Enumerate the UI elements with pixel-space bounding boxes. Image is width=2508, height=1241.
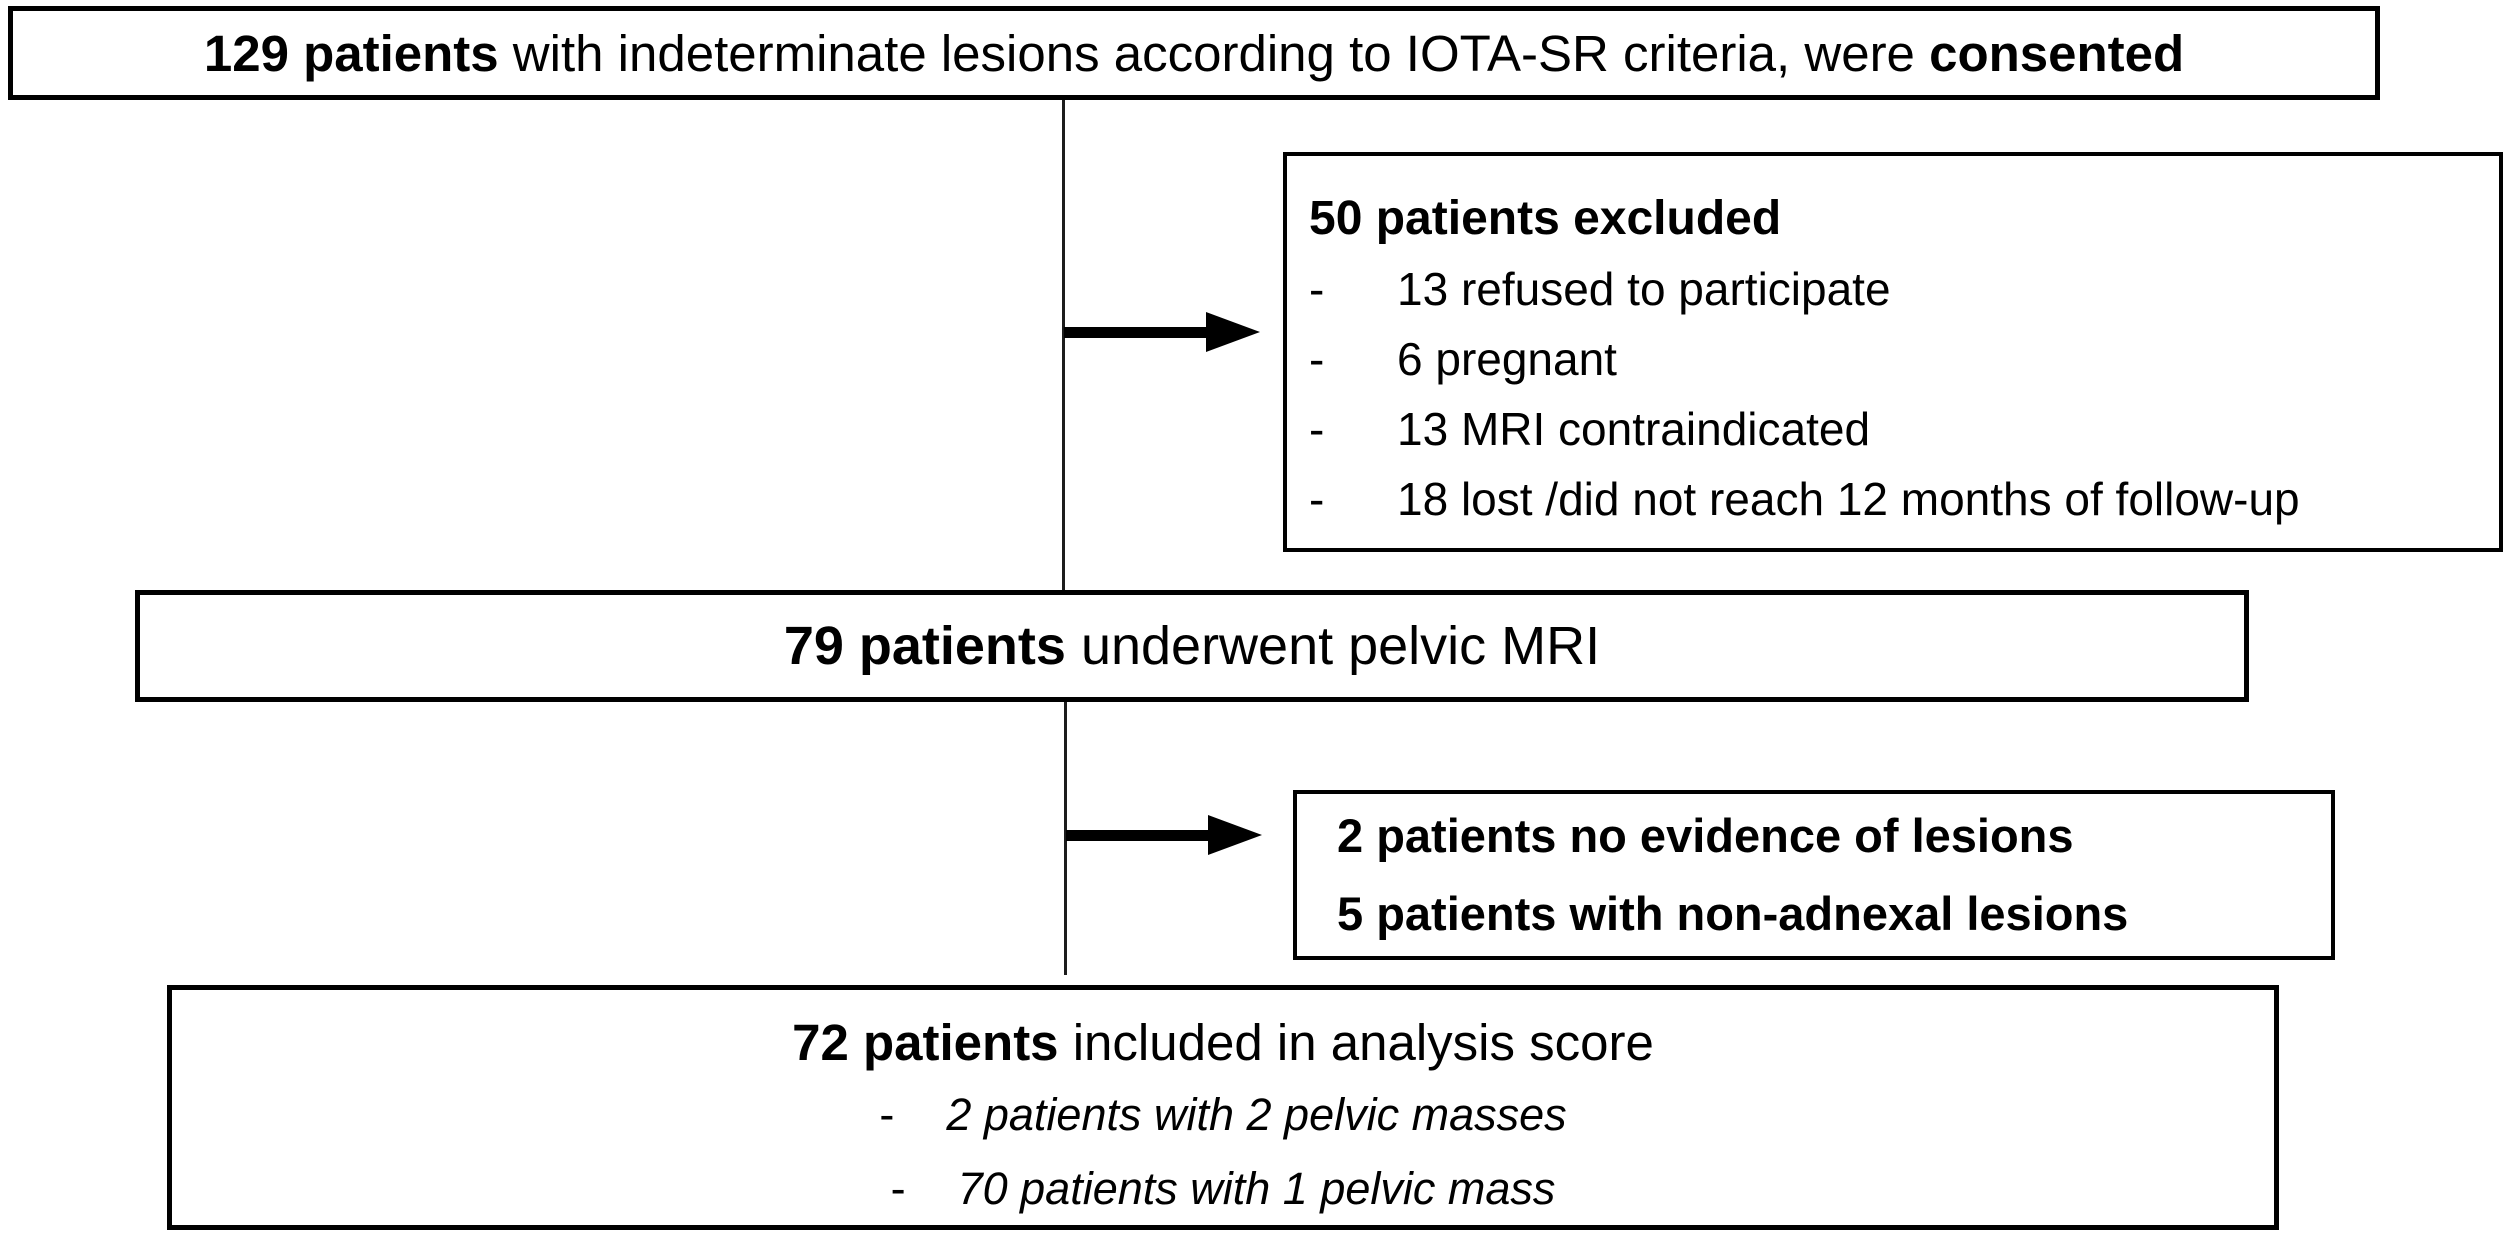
- dash-bullet: -: [1309, 473, 1325, 525]
- analysis-count: 72 patients: [792, 1014, 1059, 1071]
- flow-line-top: [1062, 100, 1065, 592]
- mri-box: 79 patients underwent pelvic MRI: [135, 590, 2249, 702]
- analysis-item: -2 patients with 2 pelvic masses: [879, 1078, 1566, 1152]
- excluded-item: - 18 lost /did not reach 12 months of fo…: [1309, 464, 2483, 534]
- excluded-item: - 13 refused to participate: [1309, 254, 2483, 324]
- consent-box: 129 patients with indeterminate lesions …: [8, 6, 2380, 100]
- mri-body: underwent pelvic MRI: [1065, 616, 1601, 676]
- dash-bullet: -: [879, 1089, 895, 1140]
- mri-count: 79 patients: [783, 616, 1066, 676]
- non-adnexal-line: 2 patients no evidence of lesions: [1337, 809, 2074, 862]
- flow-line-bottom: [1064, 702, 1067, 975]
- excluded-arrow-icon: [1064, 312, 1264, 352]
- dash-bullet: -: [890, 1163, 906, 1214]
- analysis-body: included in analysis score: [1058, 1014, 1654, 1071]
- arrow-shaft: [1064, 327, 1210, 338]
- non-adnexal-box: 2 patients no evidence of lesions 5 pati…: [1293, 790, 2335, 960]
- consent-count: 129 patients: [203, 24, 499, 82]
- consent-body: with indeterminate lesions according to …: [498, 24, 1930, 82]
- consent-tail: consented: [1929, 24, 2185, 82]
- excluded-item-text: 6 pregnant: [1397, 333, 1617, 385]
- non-adnexal-arrow-icon: [1066, 815, 1266, 855]
- analysis-title: 72 patients included in analysis score: [792, 1008, 1654, 1078]
- excluded-box: 50 patients excluded - 13 refused to par…: [1283, 152, 2503, 552]
- non-adnexal-line: 5 patients with non-adnexal lesions: [1337, 887, 2129, 940]
- arrow-head-icon: [1206, 312, 1260, 352]
- arrow-shaft: [1066, 830, 1212, 841]
- mri-text: 79 patients underwent pelvic MRI: [784, 615, 1600, 677]
- excluded-item: - 13 MRI contraindicated: [1309, 394, 2483, 464]
- consent-text: 129 patients with indeterminate lesions …: [204, 24, 2184, 83]
- dash-bullet: -: [1309, 403, 1325, 455]
- excluded-item-text: 13 refused to participate: [1397, 263, 1891, 315]
- dash-bullet: -: [1309, 333, 1325, 385]
- analysis-item-text: 70 patients with 1 pelvic mass: [957, 1163, 1556, 1214]
- excluded-item-text: 18 lost /did not reach 12 months of foll…: [1397, 473, 2300, 525]
- arrow-head-icon: [1208, 815, 1262, 855]
- analysis-item: -70 patients with 1 pelvic mass: [891, 1152, 1556, 1226]
- analysis-box: 72 patients included in analysis score -…: [167, 985, 2279, 1230]
- analysis-item-text: 2 patients with 2 pelvic masses: [946, 1089, 1567, 1140]
- excluded-item: - 6 pregnant: [1309, 324, 2483, 394]
- excluded-item-text: 13 MRI contraindicated: [1397, 403, 1871, 455]
- dash-bullet: -: [1309, 263, 1325, 315]
- excluded-title: 50 patients excluded: [1309, 192, 1782, 245]
